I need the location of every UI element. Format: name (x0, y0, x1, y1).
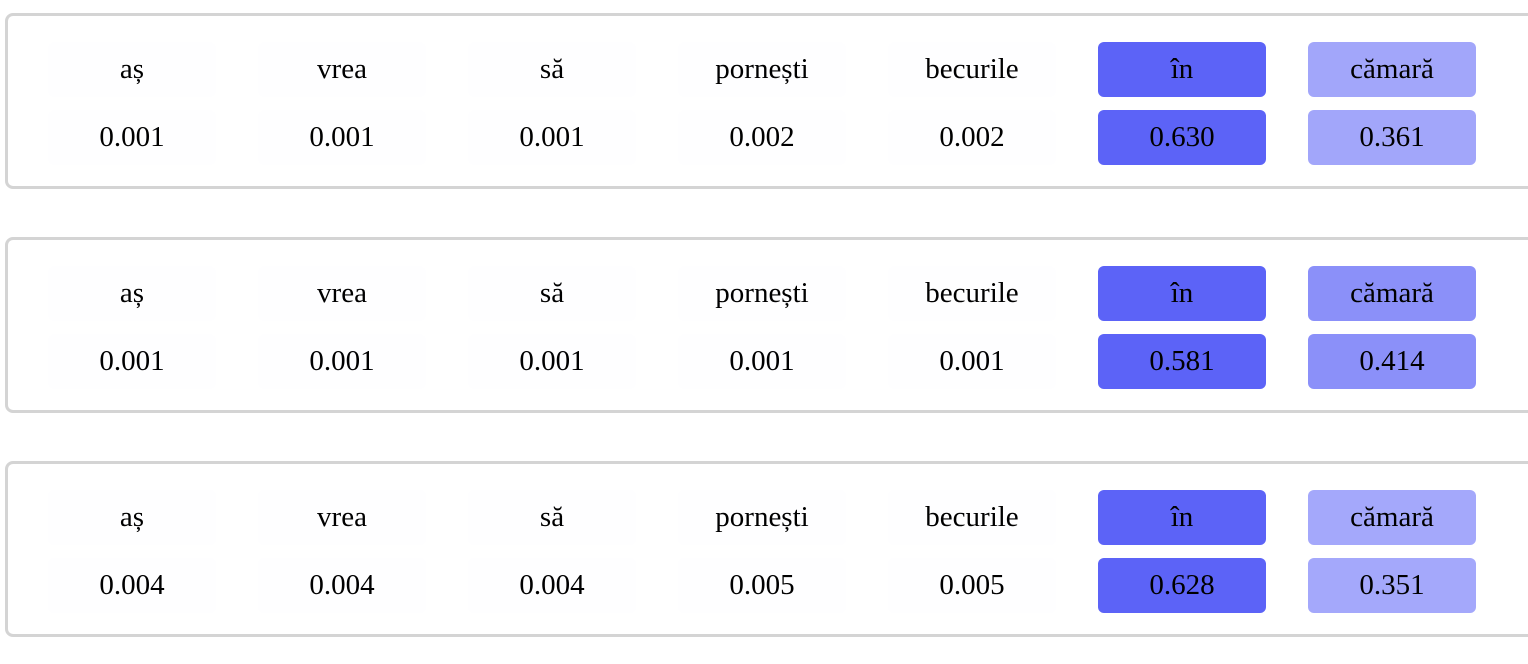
token-cell: să (539, 277, 565, 309)
token-cell: pornești (715, 501, 809, 533)
token-cell: cămară (1308, 42, 1476, 97)
attention-panel-2: aș vrea să pornești becurile în cămară 0… (5, 237, 1528, 413)
token-cell: să (539, 501, 565, 533)
weight-cell: 0.005 (729, 569, 795, 601)
token-cell: vrea (317, 501, 367, 533)
token-cell: în (1098, 42, 1266, 97)
weight-cell: 0.001 (519, 121, 585, 153)
weight-cell: 0.001 (519, 345, 585, 377)
token-cell: în (1098, 266, 1266, 321)
token-cell: becurile (925, 53, 1019, 85)
weight-cell: 0.004 (519, 569, 585, 601)
weight-cell: 0.581 (1098, 334, 1266, 389)
weight-cell: 0.002 (939, 121, 1005, 153)
weight-cell: 0.001 (309, 121, 375, 153)
weight-cell: 0.004 (309, 569, 375, 601)
token-cell: cămară (1308, 490, 1476, 545)
attention-panel-3: aș vrea să pornești becurile în cămară 0… (5, 461, 1528, 637)
token-cell: aș (119, 277, 145, 309)
token-cell: pornești (715, 277, 809, 309)
token-cell: vrea (317, 277, 367, 309)
weight-cell: 0.351 (1308, 558, 1476, 613)
token-cell: aș (119, 53, 145, 85)
token-cell: becurile (925, 277, 1019, 309)
weight-cell: 0.002 (729, 121, 795, 153)
weight-cell: 0.001 (99, 121, 165, 153)
weight-cell: 0.414 (1308, 334, 1476, 389)
attention-panel-1: aș vrea să pornești becurile în cămară 0… (5, 13, 1528, 189)
weight-cell: 0.630 (1098, 110, 1266, 165)
weight-cell: 0.001 (729, 345, 795, 377)
weight-cell: 0.628 (1098, 558, 1266, 613)
token-cell: vrea (317, 53, 367, 85)
weight-cell: 0.001 (99, 345, 165, 377)
token-cell: să (539, 53, 565, 85)
token-cell: pornești (715, 53, 809, 85)
weight-cell: 0.004 (99, 569, 165, 601)
weight-cell: 0.001 (309, 345, 375, 377)
token-cell: în (1098, 490, 1266, 545)
weight-cell: 0.005 (939, 569, 1005, 601)
token-cell: cămară (1308, 266, 1476, 321)
weight-cell: 0.361 (1308, 110, 1476, 165)
token-cell: becurile (925, 501, 1019, 533)
weight-cell: 0.001 (939, 345, 1005, 377)
token-cell: aș (119, 501, 145, 533)
